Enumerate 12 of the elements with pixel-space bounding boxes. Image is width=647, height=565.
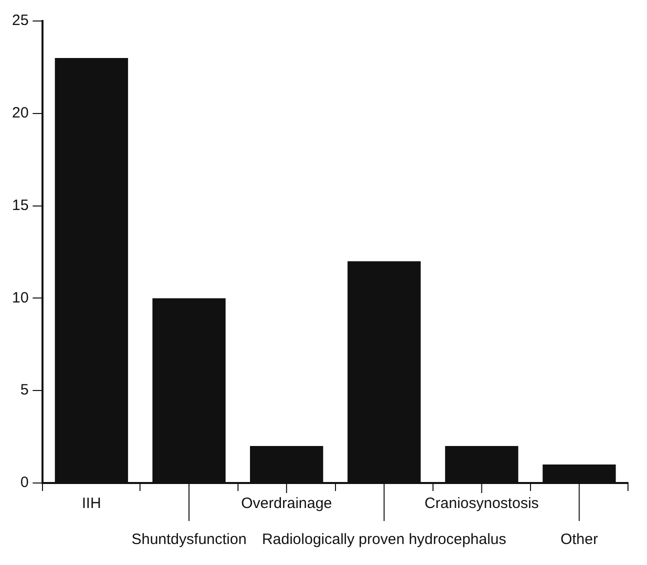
x-tick-label: Radiologically proven hydrocephalus — [262, 531, 506, 548]
y-tick-label: 0 — [20, 474, 29, 492]
x-tick-label: Other — [560, 531, 598, 548]
x-tick-label: Shuntdysfunction — [131, 531, 247, 548]
x-tick-label: IIH — [82, 495, 102, 512]
x-tick-label: Overdrainage — [241, 495, 332, 512]
x-tick-label: Craniosynostosis — [424, 495, 539, 512]
y-tick-label: 25 — [12, 12, 29, 30]
y-tick-label: 10 — [12, 289, 29, 306]
y-tick-label: 5 — [20, 382, 29, 399]
y-tick-label: 20 — [12, 104, 29, 122]
y-tick-label: 15 — [12, 196, 29, 214]
